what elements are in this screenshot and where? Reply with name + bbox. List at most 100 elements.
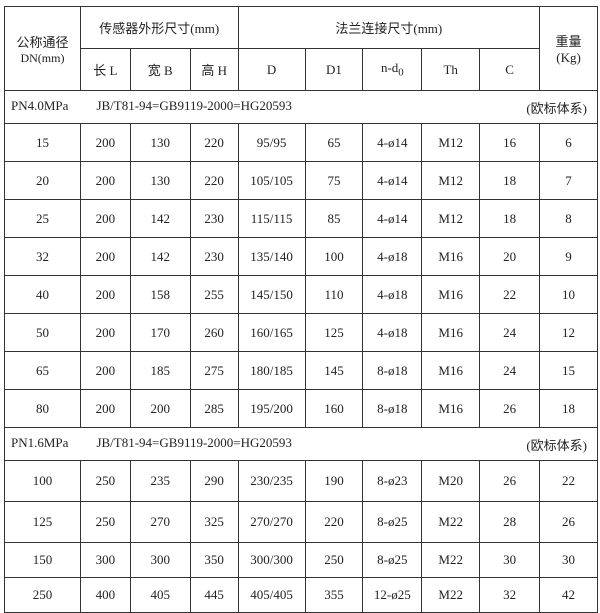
table-cell: 170 <box>129 313 191 352</box>
table-cell: M16 <box>421 389 481 428</box>
table-cell: 142 <box>129 199 191 238</box>
col-d: D <box>237 48 306 91</box>
table-cell: 285 <box>189 389 239 428</box>
dn-header: 公称通径 DN(mm) <box>4 6 81 91</box>
table-cell: 355 <box>304 577 364 613</box>
table-row: 15 200 130 220 95/95 65 4-ø14 M12 16 6 <box>4 123 598 162</box>
table-cell: M16 <box>421 275 481 314</box>
table-cell: 24 <box>479 313 541 352</box>
table-cell: 185 <box>129 351 191 390</box>
table-cell: 290 <box>189 460 239 502</box>
system-label: (欧标体系) <box>526 100 587 116</box>
table-cell: 50 <box>4 313 81 352</box>
table-cell: 220 <box>304 501 364 543</box>
table-cell: 135/140 <box>237 237 306 276</box>
table-cell: 142 <box>129 237 191 276</box>
col-th: Th <box>421 48 481 91</box>
table-cell: 160/165 <box>237 313 306 352</box>
table-cell: 4-ø14 <box>362 123 423 162</box>
table-row: 40 200 158 255 145/150 110 4-ø18 M16 22 10 <box>4 275 598 314</box>
table-cell: 235 <box>129 460 191 502</box>
table-cell: 18 <box>479 161 541 200</box>
table-cell: 300/300 <box>237 542 306 578</box>
table-cell: 30 <box>539 542 598 578</box>
table-cell: M16 <box>421 237 481 276</box>
table-cell: 8-ø25 <box>362 542 423 578</box>
table-cell: 22 <box>479 275 541 314</box>
table-cell: 75 <box>304 161 364 200</box>
table-cell: M16 <box>421 351 481 390</box>
table-cell: 250 <box>4 577 81 613</box>
table-cell: 24 <box>479 351 541 390</box>
table-cell: 250 <box>79 501 131 543</box>
col-length: 长 L <box>79 48 131 91</box>
table-cell: 200 <box>79 351 131 390</box>
table-cell: 255 <box>189 275 239 314</box>
table-cell: 8 <box>539 199 598 238</box>
table-cell: 40 <box>4 275 81 314</box>
table-cell: 275 <box>189 351 239 390</box>
header-row-2: 长 L 宽 B 高 H D D1 n-d0 Th C <box>5 48 598 91</box>
table-cell: 22 <box>539 460 598 502</box>
table-cell: 260 <box>189 313 239 352</box>
table-cell: M12 <box>421 123 481 162</box>
table-cell: 18 <box>539 389 598 428</box>
table-cell: 4-ø14 <box>362 161 423 200</box>
table-cell: 300 <box>79 542 131 578</box>
dn-unit: DN(mm) <box>20 50 65 65</box>
table-cell: 8-ø23 <box>362 460 423 502</box>
table-row: 32 200 142 230 135/140 100 4-ø18 M16 20 9 <box>4 237 598 276</box>
col-nd-label: n-d <box>380 60 399 76</box>
dn-label: 公称通径 <box>16 34 69 50</box>
table-cell: 200 <box>79 199 131 238</box>
table-cell: 26 <box>539 501 598 543</box>
table-cell: 15 <box>539 351 598 390</box>
table-cell: 20 <box>479 237 541 276</box>
table-cell: 100 <box>4 460 81 502</box>
table-cell: 105/105 <box>237 161 306 200</box>
section-row: PN4.0MPa JB/T81-94=GB9119-2000=HG20593 (欧标… <box>4 90 598 124</box>
standard-label: JB/T81-94=GB9119-2000=HG20593 <box>96 434 292 450</box>
table-cell: 325 <box>189 501 239 543</box>
table-cell: 300 <box>129 542 191 578</box>
table-cell: 4-ø18 <box>362 275 423 314</box>
col-c: C <box>479 48 541 91</box>
table-cell: 200 <box>79 123 131 162</box>
table-cell: 350 <box>189 542 239 578</box>
table-cell: 20 <box>4 161 81 200</box>
table-row: 65 200 185 275 180/185 145 8-ø18 M16 24 15 <box>4 351 598 390</box>
table-row: 80 200 200 285 195/200 160 8-ø18 M16 26 18 <box>4 389 598 428</box>
system-label: (欧标体系) <box>526 437 587 453</box>
table-cell: M20 <box>421 460 481 502</box>
sensor-header: 传感器外形尺寸(mm) <box>79 6 239 49</box>
flange-header: 法兰连接尺寸(mm) <box>237 6 541 49</box>
table-cell: 200 <box>79 275 131 314</box>
section-cell: PN1.6MPa JB/T81-94=GB9119-2000=HG20593 (欧标… <box>4 427 598 461</box>
table-cell: 80 <box>4 389 81 428</box>
table-cell: 200 <box>79 237 131 276</box>
table-cell: 4-ø14 <box>362 199 423 238</box>
section-row: PN1.6MPa JB/T81-94=GB9119-2000=HG20593 (欧标… <box>4 427 598 461</box>
pressure-label: PN4.0MPa <box>11 97 69 113</box>
table-cell: 26 <box>479 389 541 428</box>
table-cell: 230 <box>189 199 239 238</box>
table-cell: 8-ø18 <box>362 389 423 428</box>
table-cell: 445 <box>189 577 239 613</box>
table-cell: 8-ø25 <box>362 501 423 543</box>
table-cell: 6 <box>539 123 598 162</box>
table-cell: 405 <box>129 577 191 613</box>
table-cell: 270 <box>129 501 191 543</box>
table-cell: 95/95 <box>237 123 306 162</box>
weight-label: 重量 <box>555 34 582 49</box>
table-cell: 30 <box>479 542 541 578</box>
col-width: 宽 B <box>129 48 191 91</box>
table-cell: 158 <box>129 275 191 314</box>
table-row: 20 200 130 220 105/105 75 4-ø14 M12 18 7 <box>4 161 598 200</box>
table-cell: 28 <box>479 501 541 543</box>
flowmeter-dimensions-table: 公称通径 DN(mm) 传感器外形尺寸(mm) 法兰连接尺寸(mm) 重量 (Kg)… <box>4 6 598 613</box>
table-cell: 125 <box>304 313 364 352</box>
table-cell: 230/235 <box>237 460 306 502</box>
table-cell: 85 <box>304 199 364 238</box>
col-d1: D1 <box>304 48 364 91</box>
table-cell: M22 <box>421 501 481 543</box>
